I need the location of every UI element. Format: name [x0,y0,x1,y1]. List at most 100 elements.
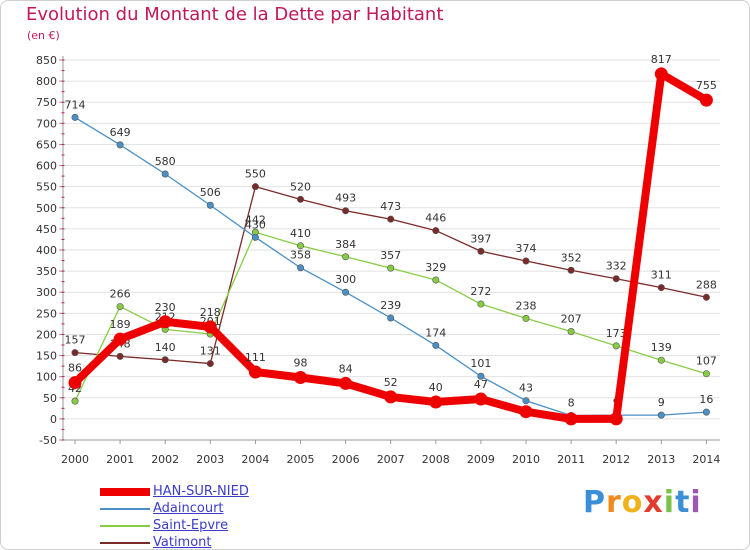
data-point [248,365,262,379]
x-tick-label: 2014 [692,453,720,466]
data-point [432,341,440,349]
data-label: 43 [519,382,533,395]
data-label: 47 [474,378,488,391]
data-point [522,314,530,322]
data-point [296,195,304,203]
y-tick-label: 100 [36,371,57,384]
data-label: 98 [294,357,308,370]
data-label: 173 [606,327,627,340]
data-label: 580 [155,155,176,168]
y-tick-label: 800 [36,75,57,88]
series-line-han-sur-nied [71,69,711,423]
data-point [387,264,395,272]
logo-letter: x [643,485,664,520]
data-label: 311 [651,269,672,282]
data-point [113,332,127,346]
x-tick-label: 2008 [422,453,450,466]
data-label: 111 [245,351,266,364]
data-point [68,376,82,390]
y-tick-label: 50 [43,392,57,405]
data-point [657,356,665,364]
data-label: 649 [110,126,131,139]
data-point [296,264,304,272]
legend-item[interactable]: Saint-Epvre [100,519,228,533]
data-label: 107 [696,355,717,368]
legend-swatch [100,508,150,510]
data-label: 329 [425,261,446,274]
data-label: 174 [425,326,446,339]
data-point [474,392,488,406]
data-label: 384 [335,238,356,251]
logo-letter: i [690,485,702,520]
data-label: 84 [339,362,353,375]
y-tick-label: 650 [36,138,57,151]
unit-label: (en €) [27,29,60,42]
data-point [339,376,353,390]
data-label: 8 [568,397,575,410]
y-tick-label: 850 [36,54,57,67]
legend-swatch [100,542,150,544]
data-point [609,412,623,426]
data-label: 374 [516,242,537,255]
data-point [384,390,398,404]
data-label: 239 [380,299,401,312]
chart-title: Evolution du Montant de la Dette par Hab… [26,4,444,25]
data-label: 230 [155,301,176,314]
legend-item[interactable]: Vatimont [100,536,212,550]
data-point [251,233,259,241]
x-tick-label: 2011 [557,453,585,466]
logo-letter: i [663,485,676,520]
data-label: 52 [384,376,398,389]
data-point [116,141,124,149]
data-label: 397 [470,232,491,245]
data-point [522,397,530,405]
data-point [296,242,304,250]
legend-item[interactable]: HAN-SUR-NIED [100,485,249,499]
data-label: 817 [651,53,672,66]
x-tick-label: 2001 [106,453,134,466]
data-label: 755 [696,79,717,92]
legend-label[interactable]: HAN-SUR-NIED [153,484,249,499]
data-label: 266 [110,288,131,301]
data-label: 493 [335,192,356,205]
data-point [387,215,395,223]
y-tick-label: 350 [36,265,57,278]
data-point [251,183,259,191]
y-tick-label: 300 [36,286,57,299]
legend-label[interactable]: Saint-Epvre [153,518,229,533]
y-tick-label: 750 [36,96,57,109]
data-label: 140 [155,341,176,354]
data-label: 300 [335,273,356,286]
x-tick-label: 2006 [332,453,360,466]
y-tick-label: 0 [50,413,57,426]
data-label: 520 [290,180,311,193]
x-tick-label: 2009 [467,453,495,466]
logo-letter: t [675,485,691,520]
x-tick-label: 2002 [151,453,179,466]
legend-item[interactable]: Adaincourt [100,502,224,516]
legend-label[interactable]: Adaincourt [153,501,224,516]
data-point [116,303,124,311]
legend-label[interactable]: Vatimont [153,535,212,550]
y-tick-label: 550 [36,181,57,194]
data-point [71,113,79,121]
data-point [612,275,620,283]
data-point [206,360,214,368]
data-point [161,170,169,178]
data-label: 446 [425,212,446,225]
data-point [654,67,668,81]
data-label: 16 [699,393,713,406]
data-label: 506 [200,186,221,199]
data-label: 238 [516,299,537,312]
y-tick-label: 200 [36,328,57,341]
data-point [342,288,350,296]
data-label: 442 [245,213,266,226]
x-tick-label: 2013 [647,453,675,466]
proxiti-logo: Proxiti [583,485,702,520]
data-point [564,412,578,426]
data-label: 473 [380,200,401,213]
data-point [387,314,395,322]
data-point [116,352,124,360]
x-tick-label: 2007 [377,453,405,466]
logo-letter: P [583,485,606,520]
